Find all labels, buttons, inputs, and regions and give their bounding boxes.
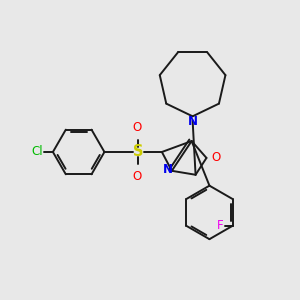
Text: S: S: [133, 145, 143, 160]
Text: O: O: [133, 121, 142, 134]
Text: O: O: [212, 152, 221, 164]
Text: O: O: [133, 170, 142, 183]
Text: N: N: [188, 115, 198, 128]
Text: Cl: Cl: [32, 146, 43, 158]
Text: N: N: [163, 163, 173, 176]
Text: F: F: [217, 219, 224, 232]
